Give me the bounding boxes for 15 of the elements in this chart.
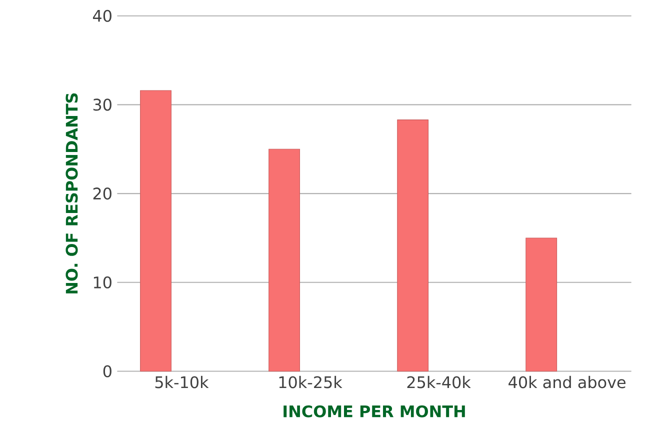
y-tick-label: 30 — [93, 98, 112, 111]
x-axis-title: INCOME PER MONTH — [284, 405, 465, 418]
x-tick-label: 10k-25k — [279, 376, 342, 388]
y-tick-label: 20 — [93, 188, 112, 200]
bar — [526, 238, 558, 372]
x-tick-label: 25k-40k — [407, 376, 471, 388]
y-axis-title: NO. OF RESPONDANTS — [66, 93, 78, 294]
x-tick-label: 40k and above — [508, 376, 626, 388]
bar — [268, 148, 300, 372]
bar — [397, 120, 429, 372]
y-tick-label: 40 — [92, 10, 112, 22]
bar — [140, 90, 172, 372]
y-tick-label: 0 — [103, 365, 112, 378]
x-tick-label: 5k-10k — [155, 376, 209, 388]
y-tick-label: 10 — [94, 276, 112, 288]
